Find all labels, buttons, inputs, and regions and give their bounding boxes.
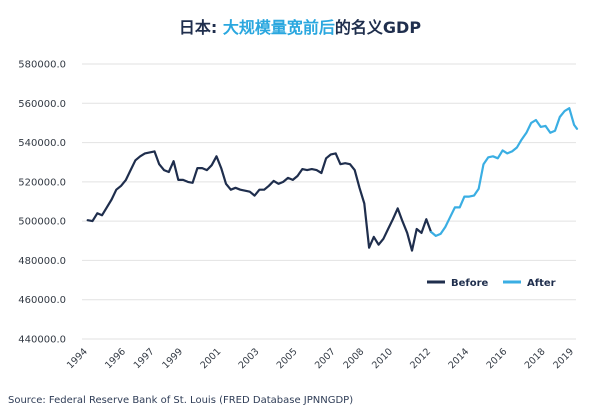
x-tick-label: 2001 — [198, 346, 223, 371]
x-tick-label: 2003 — [237, 346, 262, 371]
chart-title-prefix: 日本: — [179, 18, 223, 37]
y-tick-label: 440000.0 — [18, 335, 66, 346]
legend-label-after: After — [527, 278, 556, 289]
y-tick-label: 580000.0 — [18, 60, 66, 71]
series-lines — [86, 107, 579, 252]
y-tick-label: 460000.0 — [18, 295, 66, 306]
x-tick-label: 2014 — [446, 346, 471, 371]
x-tick-label: 1996 — [103, 346, 128, 371]
x-tick-label: 1997 — [132, 346, 157, 371]
y-axis-ticks: 440000.0 460000.0 480000.0 500000.0 520000.0… — [18, 60, 66, 346]
x-tick-label: 2005 — [275, 346, 300, 371]
x-tick-label: 2010 — [370, 346, 395, 371]
x-axis-ticks: 1994 1996 1997 1999 2001 2003 2005 2007 2008 2010… — [65, 346, 576, 371]
chart-title-highlight: 大规模量宽前后 — [223, 18, 335, 37]
source-note: Source: Federal Reserve Bank of St. Loui… — [8, 395, 353, 406]
series-line-before — [86, 150, 433, 252]
y-tick-label: 520000.0 — [18, 177, 66, 188]
legend-label-before: Before — [451, 278, 489, 289]
x-tick-label: 1999 — [160, 346, 185, 371]
x-tick-label: 1994 — [65, 346, 90, 371]
y-tick-label: 560000.0 — [18, 99, 66, 110]
chart-title-suffix: 的名义GDP — [335, 18, 421, 37]
chart-title: 日本: 大规模量宽前后的名义GDP — [179, 18, 421, 37]
x-tick-label: 2016 — [485, 346, 510, 371]
x-tick-label: 2018 — [523, 346, 548, 371]
y-tick-label: 480000.0 — [18, 256, 66, 267]
series-line-after — [429, 107, 579, 237]
grid — [82, 63, 576, 340]
x-tick-label: 2019 — [551, 346, 576, 371]
y-tick-label: 500000.0 — [18, 217, 66, 228]
x-tick-label: 2012 — [408, 346, 433, 371]
x-tick-label: 2008 — [342, 346, 367, 371]
y-tick-label: 540000.0 — [18, 138, 66, 149]
x-tick-label: 2007 — [313, 346, 338, 371]
legend: Before After — [427, 278, 556, 289]
